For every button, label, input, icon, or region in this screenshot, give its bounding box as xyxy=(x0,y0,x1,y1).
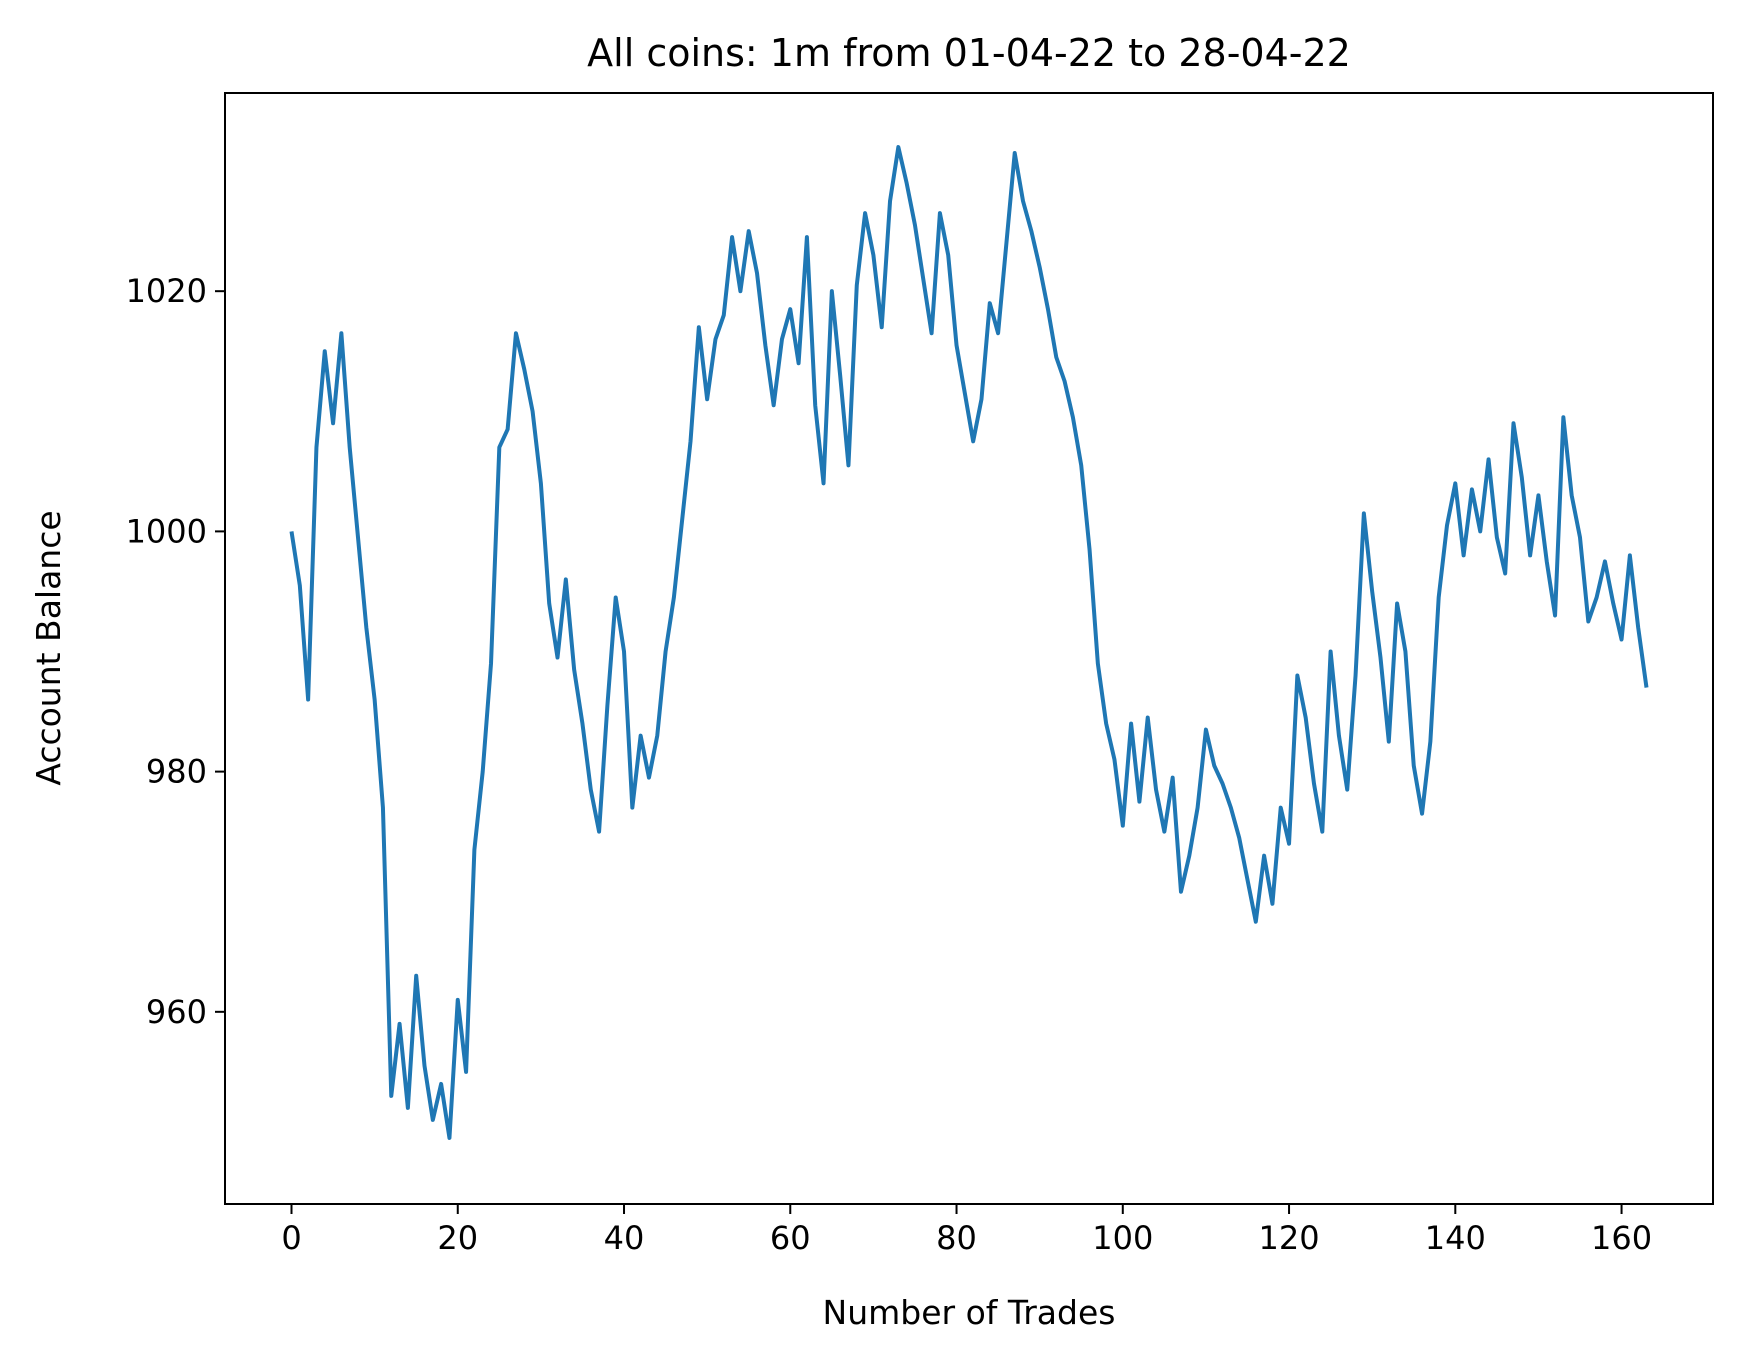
y-tick-label: 1020 xyxy=(126,272,207,310)
x-tick-label: 20 xyxy=(437,1219,478,1257)
y-tick-label: 1000 xyxy=(126,512,207,550)
y-axis-label: Account Balance xyxy=(29,510,68,785)
y-axis: 960 980 1000 1020 xyxy=(126,272,225,1031)
x-tick-label: 80 xyxy=(936,1219,977,1257)
y-tick-label: 980 xyxy=(146,753,207,791)
x-tick-label: 140 xyxy=(1425,1219,1486,1257)
x-tick-label: 100 xyxy=(1092,1219,1153,1257)
x-tick-label: 60 xyxy=(770,1219,811,1257)
x-axis-label: Number of Trades xyxy=(823,1293,1116,1332)
x-tick-label: 40 xyxy=(604,1219,645,1257)
x-tick-label: 0 xyxy=(281,1219,301,1257)
y-tick-label: 960 xyxy=(146,993,207,1031)
plot-area xyxy=(289,145,1649,1140)
x-axis: 0 20 40 60 80 100 120 140 160 xyxy=(281,1204,1652,1257)
series-line-0 xyxy=(289,145,1649,1140)
x-tick-label: 160 xyxy=(1591,1219,1652,1257)
x-tick-label: 120 xyxy=(1259,1219,1320,1257)
chart-title: All coins: 1m from 01-04-22 to 28-04-22 xyxy=(587,31,1351,75)
plot-frame xyxy=(224,92,1714,1205)
